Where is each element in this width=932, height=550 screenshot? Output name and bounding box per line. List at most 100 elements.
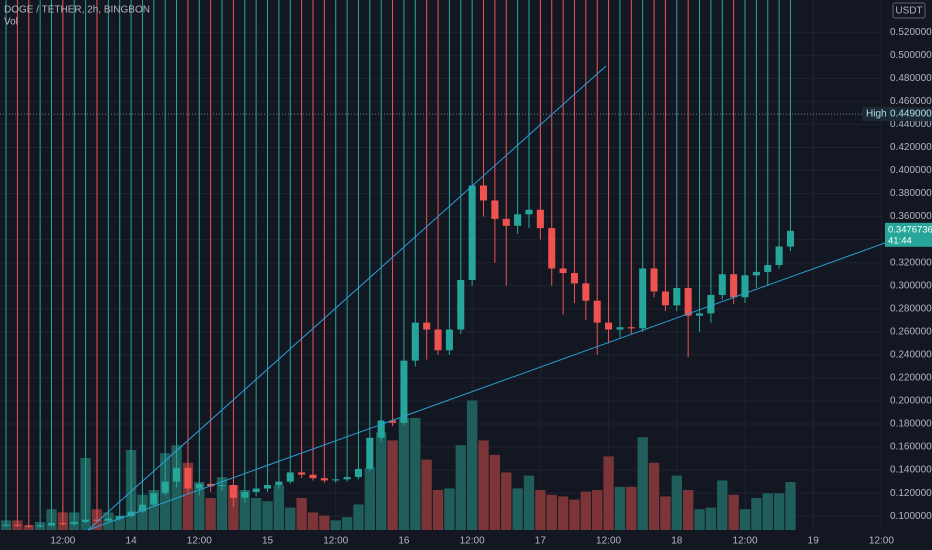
candle-body (502, 218, 510, 226)
volume-bar (603, 456, 614, 530)
volume-bar (717, 480, 728, 530)
volume-bar (705, 507, 717, 530)
volume-bar (751, 498, 762, 530)
volume-bar (580, 491, 592, 530)
candle-body (559, 268, 567, 274)
volume-bar (614, 486, 626, 530)
candle-body (127, 511, 135, 517)
candle-body (173, 467, 181, 482)
volume-bar (262, 501, 273, 530)
volume-bar (592, 490, 603, 530)
currency-box[interactable] (892, 2, 926, 19)
volume-bar (319, 515, 330, 530)
volume-bar (285, 507, 296, 530)
candle-body (650, 268, 658, 292)
volume-bar (216, 477, 228, 530)
candle-body (332, 479, 340, 481)
candle-body (36, 525, 44, 527)
volume-bar (671, 475, 682, 530)
volume-bar (637, 437, 648, 530)
volume-bar (648, 462, 660, 530)
volume-bar (535, 490, 546, 530)
candle-body (639, 268, 647, 329)
volume-bar (194, 482, 205, 530)
candle-body (263, 485, 272, 489)
x-tick-label: 15 (262, 536, 274, 547)
volume-bar (728, 494, 739, 530)
candle-body (752, 271, 760, 276)
candle-body (104, 518, 112, 521)
volume-bar (444, 488, 455, 530)
candle-body (525, 209, 533, 215)
volume-bar (682, 490, 694, 530)
candle-body (252, 488, 260, 492)
candle-body (423, 322, 431, 330)
volume-bar (546, 494, 557, 530)
candle-body (195, 483, 203, 489)
candle-body (207, 483, 215, 487)
x-tick-label: 12:00 (187, 536, 212, 547)
volume-bar (341, 517, 353, 530)
candle-body (445, 329, 453, 351)
last-price-label: 0.3476736 (888, 224, 932, 235)
candle-body (707, 294, 715, 314)
candle-body (13, 524, 21, 526)
candle-body (229, 485, 237, 498)
x-tick-label: 12:00 (50, 536, 75, 547)
volume-bar (228, 485, 239, 530)
candle-body (366, 437, 374, 469)
x-tick-label: 17 (535, 536, 547, 547)
volume-bar (376, 432, 387, 530)
volume-bar (455, 445, 466, 530)
volume-bar (410, 418, 421, 530)
candle-body (741, 275, 749, 298)
candle-body (570, 273, 578, 284)
candle-body (457, 279, 465, 330)
volume-title: Vol (4, 17, 18, 28)
candle-body (786, 230, 795, 247)
last-price-box (885, 222, 932, 247)
trend-line (87, 225, 932, 531)
candle-body (548, 228, 556, 269)
volume-bar (421, 459, 432, 530)
volume-bar (466, 400, 478, 530)
candle-body (514, 214, 522, 226)
x-tick-label: 12:00 (869, 536, 894, 547)
x-tick-label: 19 (808, 536, 820, 547)
y-tick-label: 0.5200000 (890, 27, 932, 38)
volume-bar (398, 418, 410, 530)
candle-body (661, 291, 669, 306)
candle-body (400, 360, 408, 423)
currency[interactable]: USDT (895, 6, 922, 17)
chart-title: DOGE / TETHER, 2h, BINGBON (4, 5, 150, 16)
x-tick-label: 14 (126, 536, 138, 547)
volume-bar (739, 509, 751, 530)
volume-bar (569, 499, 580, 530)
volume-bar (557, 496, 569, 530)
candle-body (59, 523, 67, 525)
candle-body (82, 519, 90, 522)
volume-bar (478, 440, 489, 530)
candle-body (616, 327, 624, 330)
candle-body (116, 516, 124, 519)
candle-body (605, 322, 613, 330)
candle-body (309, 474, 317, 479)
x-tick-label: 12:00 (596, 536, 621, 547)
candles (2, 0, 795, 528)
candle-body (389, 420, 397, 423)
high-text: High (866, 109, 887, 120)
